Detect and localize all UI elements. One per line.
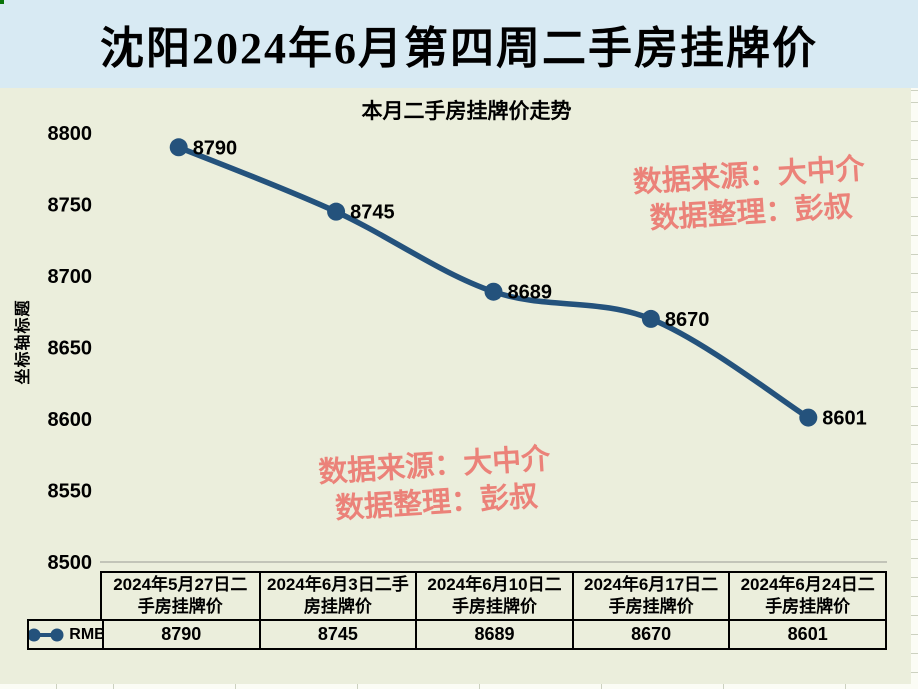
y-tick-label: 8550 — [48, 481, 93, 503]
data-point-marker — [169, 138, 188, 157]
data-point-marker — [484, 282, 503, 301]
legend-cell: RMB — [29, 621, 102, 648]
table-value-cell: 8790 — [102, 621, 259, 648]
table-value-cell: 8689 — [415, 621, 572, 648]
data-point-label: 8670 — [665, 309, 710, 331]
data-point-marker — [641, 309, 660, 328]
y-tick-label: 8700 — [48, 266, 93, 288]
data-table-header-row: 2024年5月27日二手房挂牌价 2024年6月3日二手房挂牌价 2024年6月… — [100, 571, 887, 621]
legend-line-marker-icon — [29, 628, 64, 641]
y-tick-label: 8800 — [48, 123, 93, 145]
data-point-marker — [327, 202, 346, 221]
table-header-cell: 2024年5月27日二手房挂牌价 — [113, 575, 248, 616]
chart-title: 本月二手房挂牌价走势 — [361, 100, 572, 123]
table-header-cell: 2024年6月3日二手房挂牌价 — [258, 573, 416, 619]
page-title: 沈阳2024年6月第四周二手房挂牌价 — [100, 24, 818, 73]
spreadsheet-bottom-sliver — [0, 684, 911, 689]
legend-series-name: RMB — [69, 625, 102, 643]
y-tick-label: 8600 — [48, 409, 93, 431]
table-value-cell: 8601 — [728, 621, 885, 648]
y-tick-label: 8650 — [48, 338, 93, 360]
y-tick-label: 8500 — [48, 552, 93, 574]
title-band: 沈阳2024年6月第四周二手房挂牌价 — [0, 0, 918, 88]
y-tick-label: 8750 — [48, 195, 93, 217]
data-point-label: 8689 — [508, 282, 553, 304]
spreadsheet-corner-marker — [0, 0, 4, 4]
data-table-value-row: RMB 8790 8745 8689 8670 8601 — [27, 619, 887, 650]
table-value-cell: 8670 — [571, 621, 729, 648]
table-header-cell: 2024年6月24日二手房挂牌价 — [728, 573, 885, 619]
spreadsheet-right-sliver — [911, 88, 918, 689]
table-header-cell: 2024年6月17日二手房挂牌价 — [571, 573, 729, 619]
data-point-label: 8745 — [350, 202, 395, 224]
table-header-cell: 2024年6月10日二手房挂牌价 — [415, 573, 572, 619]
data-point-label: 8790 — [193, 137, 238, 159]
data-point-label: 8601 — [822, 408, 867, 430]
table-value-cell: 8745 — [258, 621, 416, 648]
data-point-marker — [799, 408, 818, 427]
y-axis-title: 坐标轴标题 — [15, 299, 32, 385]
